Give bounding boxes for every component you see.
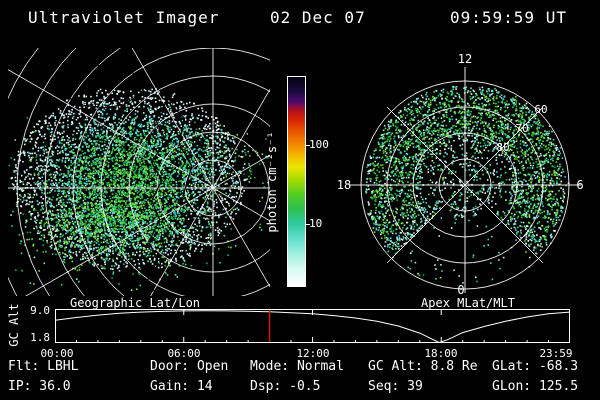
status-gcalt: GC Alt: 8.8 Re bbox=[368, 359, 478, 374]
orbit-ylabel: GC Alt bbox=[7, 303, 21, 347]
colorbar-gradient bbox=[287, 76, 306, 287]
xtick-2359: 23:59 bbox=[539, 347, 573, 360]
app-title: Ultraviolet Imager bbox=[28, 8, 220, 27]
colorbar-unit-label: photon cm⁻²s⁻¹ bbox=[265, 131, 279, 233]
time-label: 09:59:59 UT bbox=[450, 8, 567, 27]
xtick-1200: 12:00 bbox=[296, 347, 330, 360]
mlat-label-60: 60 bbox=[534, 103, 548, 116]
status-glon: GLon: 125.5 bbox=[492, 379, 579, 394]
mlat-label-70: 70 bbox=[515, 122, 529, 135]
orbit-ymax-label: 9.0 bbox=[30, 304, 50, 317]
mlat-label-80: 80 bbox=[496, 141, 510, 154]
mlt-label-18: 18 bbox=[336, 178, 352, 192]
orbit-plot bbox=[55, 309, 570, 343]
mlt-label-12: 12 bbox=[457, 52, 473, 66]
xtick-1800: 18:00 bbox=[424, 347, 458, 360]
xtick-0600: 06:00 bbox=[167, 347, 201, 360]
status-seq: Seq: 39 bbox=[368, 379, 423, 394]
mlt-label-6: 6 bbox=[576, 178, 584, 192]
apex-caption: Apex MLat/MLT bbox=[421, 296, 515, 310]
colorbar-tickmark bbox=[305, 224, 310, 226]
colorbar-tick-10: 10 bbox=[309, 217, 323, 231]
mlt-label-0: 0 bbox=[457, 283, 465, 297]
status-ip: IP: 36.0 bbox=[8, 379, 71, 394]
orbit-ymin-label: 1.8 bbox=[30, 331, 50, 344]
status-door: Door: Open bbox=[150, 359, 229, 374]
status-glat: GLat: -68.3 bbox=[492, 359, 579, 374]
geographic-caption: Geographic Lat/Lon bbox=[69, 296, 201, 310]
status-flt: Flt: LBHL bbox=[8, 359, 79, 374]
xtick-0000: 00:00 bbox=[40, 347, 74, 360]
colorbar-tick-100: 100 bbox=[309, 137, 329, 151]
colorbar-tickmark bbox=[305, 144, 310, 146]
date-label: 02 Dec 07 bbox=[270, 8, 366, 27]
apex-panel-image bbox=[347, 67, 583, 303]
status-gain: Gain: 14 bbox=[150, 379, 213, 394]
status-mode: Mode: Normal bbox=[250, 359, 344, 374]
status-dsp: Dsp: -0.5 bbox=[250, 379, 321, 394]
geographic-panel-image bbox=[8, 48, 270, 296]
